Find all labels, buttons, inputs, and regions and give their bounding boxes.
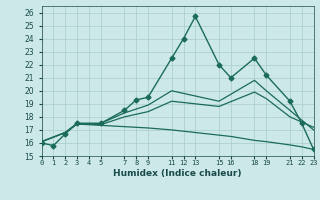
X-axis label: Humidex (Indice chaleur): Humidex (Indice chaleur) [113,169,242,178]
